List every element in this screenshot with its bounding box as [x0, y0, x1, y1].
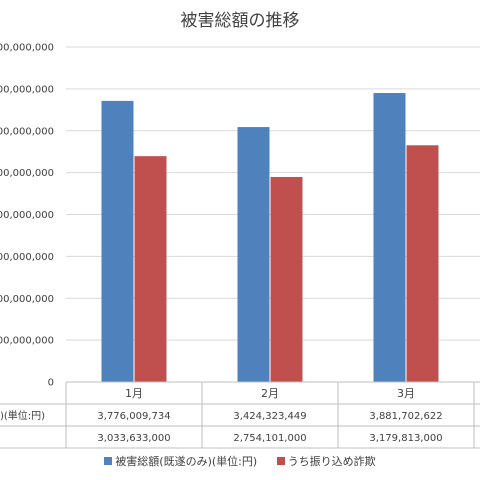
- chart-title: 被害総額の推移: [180, 11, 300, 31]
- table-cell-value: 3,033,633,000: [97, 433, 170, 444]
- y-tick-label: 00,000,000: [0, 252, 54, 263]
- table-cell-value: 3,424,323,449: [233, 411, 306, 422]
- legend-label-transfer-fraud: うち振り込め詐欺: [287, 455, 376, 468]
- bar: [237, 127, 270, 382]
- y-tick-label: 00,000,000: [0, 126, 54, 137]
- x-category-label: 2月: [261, 387, 279, 400]
- legend-label-total: 被害総額(既遂のみ)(単位:円): [115, 455, 258, 468]
- y-tick-label: 00,000,000: [0, 210, 54, 221]
- bar: [101, 100, 134, 382]
- table-cell-value: 2,754,101,000: [233, 433, 306, 444]
- x-category-label: 1月: [125, 387, 143, 400]
- y-tick-label: 00,000,000: [0, 336, 54, 347]
- bar: [270, 176, 303, 382]
- y-tick-label: 00,000,000: [0, 84, 54, 95]
- legend-item-transfer-fraud: うち振り込め詐欺: [276, 453, 376, 469]
- y-tick-label: 00,000,000: [0, 294, 54, 305]
- table-series-label: )(単位:円): [0, 409, 45, 422]
- legend: 被害総額(既遂のみ)(単位:円) うち振り込め詐欺: [0, 453, 480, 469]
- legend-swatch-total: [104, 457, 113, 465]
- table-cell-value: 3,776,009,734: [97, 411, 170, 422]
- bar: [406, 145, 439, 382]
- y-tick-label: 00,000,000: [0, 168, 54, 179]
- table-cell-value: 3,179,813,000: [369, 433, 442, 444]
- legend-swatch-transfer-fraud: [276, 457, 285, 465]
- legend-item-total: 被害総額(既遂のみ)(単位:円): [104, 453, 257, 469]
- y-tick-label: 00,000,000: [0, 43, 54, 54]
- bar: [373, 93, 406, 382]
- x-category-label: 3月: [397, 387, 415, 400]
- bar: [134, 156, 167, 382]
- table-cell-value: 3,881,702,622: [369, 411, 442, 422]
- y-tick-label: 0: [48, 378, 54, 389]
